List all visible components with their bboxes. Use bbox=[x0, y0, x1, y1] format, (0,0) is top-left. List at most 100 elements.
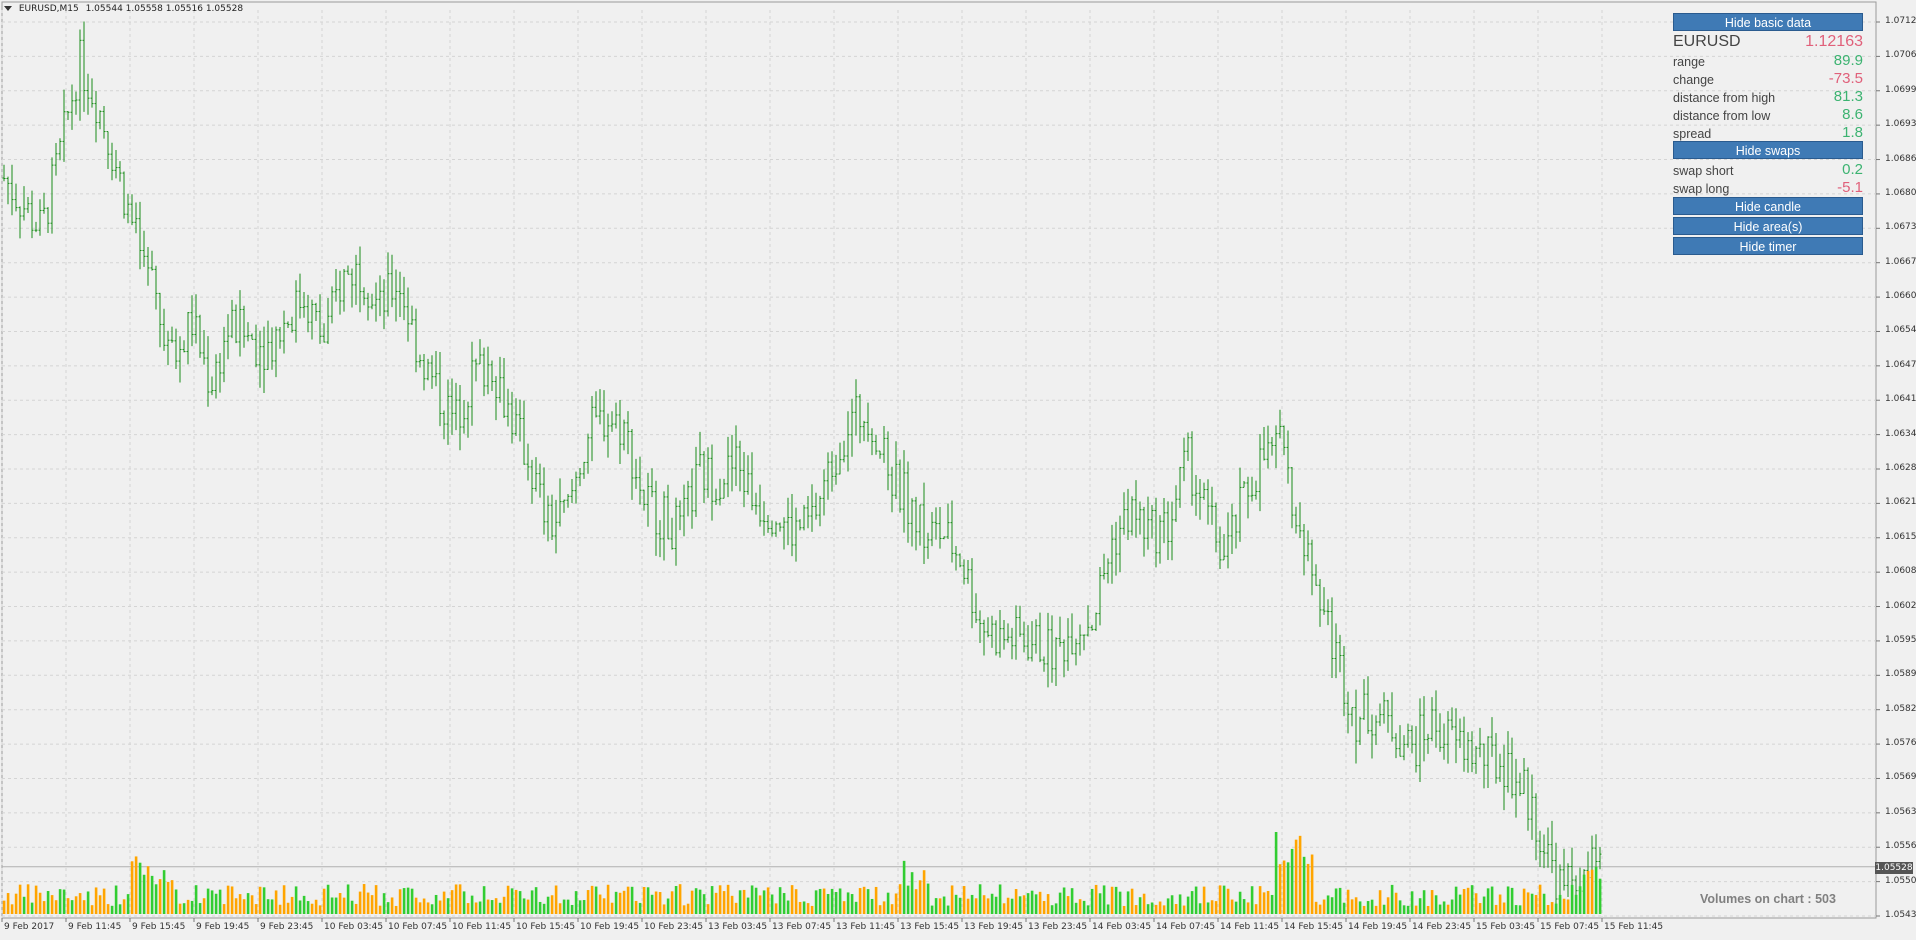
ohlc-bar bbox=[210, 376, 214, 396]
volume-bar bbox=[322, 888, 326, 914]
ohlc-bar bbox=[562, 499, 566, 513]
ohlc-bar bbox=[862, 420, 866, 442]
ohlc-bar bbox=[1050, 615, 1054, 683]
volume-bar bbox=[922, 870, 926, 914]
volume-bar bbox=[702, 894, 706, 914]
volume-bar bbox=[58, 889, 62, 914]
ohlc-bar bbox=[354, 254, 358, 305]
volume-bar bbox=[746, 897, 750, 914]
ohlc-bar bbox=[1310, 539, 1314, 596]
ohlc-bar bbox=[1358, 716, 1362, 745]
hide-basic-data-button[interactable]: Hide basic data bbox=[1673, 13, 1863, 31]
volume-bar bbox=[1122, 905, 1126, 914]
ohlc-bar bbox=[1434, 690, 1438, 748]
volume-bar bbox=[622, 890, 626, 914]
volume-bar bbox=[238, 894, 242, 914]
hide-candle-button[interactable]: Hide candle bbox=[1673, 197, 1863, 215]
price-tick-label: 1.05955 bbox=[1885, 634, 1916, 645]
ohlc-bar bbox=[426, 358, 430, 381]
volume-bar bbox=[386, 902, 390, 914]
ohlc-bar bbox=[670, 517, 674, 550]
ohlc-bar bbox=[1594, 834, 1598, 871]
volume-bar bbox=[1546, 904, 1550, 914]
volume-bar bbox=[2, 900, 6, 914]
price-tick-label: 1.06735 bbox=[1885, 222, 1916, 233]
spread-label: spread bbox=[1673, 127, 1712, 141]
volume-bar bbox=[1018, 896, 1022, 914]
hide-swaps-button[interactable]: Hide swaps bbox=[1673, 141, 1863, 159]
ohlc-bar bbox=[1386, 699, 1390, 733]
volume-bar bbox=[1426, 905, 1430, 914]
hide-areas-button[interactable]: Hide area(s) bbox=[1673, 217, 1863, 235]
time-tick-label: 13 Feb 03:45 bbox=[708, 922, 768, 932]
ohlc-bar bbox=[238, 290, 242, 357]
ohlc-bar bbox=[1006, 623, 1010, 643]
volume-bar bbox=[958, 897, 962, 914]
volume-bar bbox=[1226, 888, 1230, 914]
ohlc-bar bbox=[694, 446, 698, 518]
symbol-row: EURUSD 1.12163 bbox=[1673, 31, 1863, 51]
volume-bar bbox=[558, 903, 562, 914]
volume-bar bbox=[1562, 898, 1566, 914]
distance-low-label: distance from low bbox=[1673, 109, 1771, 123]
hide-timer-button[interactable]: Hide timer bbox=[1673, 237, 1863, 255]
ohlc-bar bbox=[806, 496, 810, 529]
volume-bar bbox=[262, 887, 266, 914]
volume-bar bbox=[1194, 886, 1198, 914]
swap-long-row: swap long -5.1 bbox=[1673, 178, 1863, 196]
ohlc-bar bbox=[1174, 485, 1178, 523]
ohlc-bar bbox=[74, 91, 78, 115]
ohlc-bar bbox=[1162, 498, 1166, 544]
volume-bar bbox=[762, 890, 766, 914]
ohlc-bar bbox=[170, 326, 174, 343]
ohlc-bar bbox=[1286, 430, 1290, 484]
ohlc-bar bbox=[1086, 605, 1090, 637]
swap-long-label: swap long bbox=[1673, 182, 1730, 196]
ohlc-bar bbox=[974, 593, 978, 623]
ohlc-bar bbox=[918, 504, 922, 546]
price-tick-label: 1.06150 bbox=[1885, 531, 1916, 542]
volume-bar bbox=[1498, 894, 1502, 914]
ohlc-bar bbox=[658, 520, 662, 558]
price-tick-label: 1.06930 bbox=[1885, 119, 1916, 130]
volume-bar bbox=[1306, 863, 1310, 914]
ohlc-bar bbox=[322, 323, 326, 343]
volume-bar bbox=[1178, 894, 1182, 914]
volume-bar bbox=[286, 902, 290, 914]
ohlc-bar bbox=[1398, 725, 1402, 757]
ohlc-bar bbox=[630, 429, 634, 500]
volume-bar bbox=[1394, 892, 1398, 914]
ohlc-bar bbox=[258, 330, 262, 388]
ohlc-bar bbox=[466, 401, 470, 438]
ohlc-bar bbox=[906, 461, 910, 543]
ohlc-bar bbox=[510, 391, 514, 444]
ohlc-bar bbox=[226, 314, 230, 360]
ohlc-bar bbox=[1322, 587, 1326, 615]
ohlc-bar bbox=[1002, 619, 1006, 650]
dropdown-triangle-icon[interactable] bbox=[4, 6, 12, 11]
ohlc-bar bbox=[594, 391, 598, 418]
volume-bar bbox=[1278, 864, 1282, 914]
volume-bar bbox=[50, 895, 54, 914]
volume-bar bbox=[522, 898, 526, 914]
ohlc-bar bbox=[358, 246, 362, 313]
volume-bar bbox=[826, 893, 830, 914]
ohlc-bar bbox=[506, 388, 510, 427]
volume-bar bbox=[318, 905, 322, 914]
ohlc-bar bbox=[1406, 723, 1410, 748]
ohlc-bar bbox=[626, 411, 630, 455]
ohlc-bar bbox=[1070, 613, 1074, 655]
ohlc-bar bbox=[1106, 558, 1110, 584]
volume-bar bbox=[1002, 903, 1006, 914]
volume-bar bbox=[1022, 895, 1026, 914]
volume-bar bbox=[1434, 895, 1438, 914]
volume-bar bbox=[74, 896, 78, 914]
time-tick-label: 9 Feb 19:45 bbox=[196, 922, 250, 932]
volume-bar bbox=[574, 891, 578, 914]
price-tick-label: 1.05565 bbox=[1885, 841, 1916, 852]
volume-bar bbox=[278, 904, 282, 914]
ohlc-bar bbox=[282, 310, 286, 354]
volume-bar bbox=[1410, 891, 1414, 914]
